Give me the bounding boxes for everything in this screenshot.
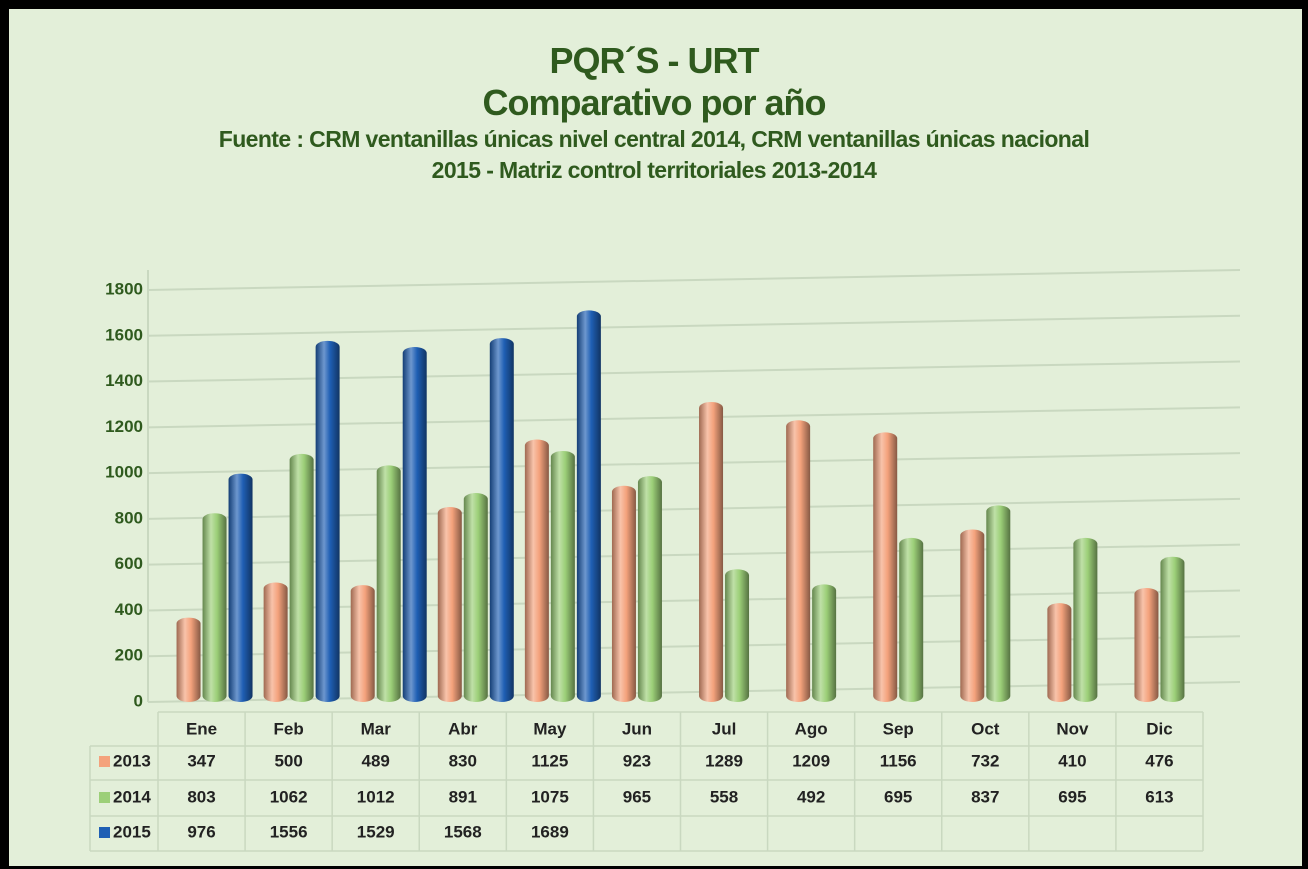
- y-tick-label: 600: [115, 554, 143, 573]
- table-value: 695: [1058, 787, 1086, 806]
- table-value: 1209: [792, 751, 830, 770]
- x-tick-label: Sep: [883, 719, 914, 738]
- bar: [437, 507, 462, 702]
- bar: [986, 505, 1011, 702]
- grid-line: [147, 360, 1241, 383]
- x-tick-label: Nov: [1056, 719, 1089, 738]
- grid-line: [147, 269, 1241, 291]
- chart-title: PQR´S - URT: [549, 40, 760, 81]
- y-tick-label: 400: [115, 600, 143, 619]
- bar: [786, 420, 811, 702]
- bar: [315, 340, 340, 702]
- table-value: 476: [1145, 751, 1173, 770]
- x-tick-label: Ene: [186, 719, 217, 738]
- table-value: 500: [274, 751, 302, 770]
- bar: [1134, 588, 1159, 702]
- table-value: 803: [187, 787, 215, 806]
- table-value: 492: [797, 787, 825, 806]
- bar: [289, 453, 314, 702]
- bar: [402, 347, 427, 702]
- table-value: 965: [623, 787, 651, 806]
- chart-subtitle: 2015 - Matriz control territoriales 2013…: [431, 157, 877, 183]
- x-tick-label: Oct: [971, 719, 1000, 738]
- x-tick-label: Abr: [448, 719, 478, 738]
- bar: [1073, 537, 1098, 702]
- table-value: 976: [187, 822, 215, 841]
- bar: [350, 585, 375, 702]
- bar: [812, 584, 837, 702]
- bar: [899, 537, 924, 702]
- bar: [699, 401, 724, 702]
- chart-title: Comparativo por año: [482, 82, 826, 123]
- table-value: 347: [187, 751, 215, 770]
- bar: [463, 493, 488, 702]
- y-tick-label: 1800: [105, 279, 143, 298]
- bar: [489, 338, 514, 702]
- y-tick-label: 0: [134, 691, 143, 710]
- titles: PQR´S - URT Comparativo por año Fuente :…: [0, 40, 1308, 186]
- bar: [376, 465, 401, 702]
- legend-swatch: [99, 792, 110, 803]
- table-value: 1012: [357, 787, 395, 806]
- x-tick-label: Mar: [361, 719, 392, 738]
- y-tick-label: 200: [115, 646, 143, 665]
- grid-line: [147, 314, 1241, 337]
- bar: [576, 310, 601, 702]
- table-value: 837: [971, 787, 999, 806]
- bar: [725, 569, 750, 702]
- bar: [176, 617, 201, 702]
- x-tick-label: Jun: [622, 719, 652, 738]
- bar: [873, 432, 898, 702]
- table-value: 891: [449, 787, 477, 806]
- table-value: 558: [710, 787, 738, 806]
- table-value: 1062: [270, 787, 308, 806]
- table-value: 1529: [357, 822, 395, 841]
- bar: [960, 529, 985, 702]
- table-value: 1125: [531, 751, 568, 770]
- table-value: 1289: [705, 751, 743, 770]
- y-tick-label: 1200: [105, 417, 143, 436]
- bar: [263, 582, 288, 702]
- table-value: 1689: [531, 822, 569, 841]
- chart-subtitle: Fuente : CRM ventanillas únicas nivel ce…: [218, 126, 1090, 152]
- bar: [550, 450, 575, 702]
- x-tick-label: Feb: [274, 719, 304, 738]
- table-value: 732: [971, 751, 999, 770]
- bar: [611, 485, 636, 702]
- bar: [228, 473, 253, 702]
- legend-swatch: [99, 756, 110, 767]
- table-value: 410: [1058, 751, 1086, 770]
- legend-label: 2015: [113, 822, 151, 841]
- y-tick-label: 1600: [105, 325, 143, 344]
- y-tick-label: 800: [115, 508, 143, 527]
- table-value: 1568: [444, 822, 482, 841]
- table-value: 613: [1145, 787, 1173, 806]
- bar: [637, 476, 662, 702]
- y-tick-label: 1000: [105, 463, 143, 482]
- x-tick-label: Dic: [1146, 719, 1172, 738]
- grid-line: [147, 406, 1241, 429]
- bar: [524, 439, 549, 702]
- bar: [1047, 603, 1072, 702]
- table-value: 830: [449, 751, 477, 770]
- bar: [1160, 556, 1185, 702]
- table-value: 1556: [270, 822, 308, 841]
- legend-label: 2014: [113, 787, 151, 806]
- table-value: 1075: [531, 787, 569, 806]
- table-value: 489: [362, 751, 390, 770]
- bar: [202, 513, 227, 702]
- legend-label: 2013: [113, 751, 151, 770]
- x-tick-label: May: [533, 719, 567, 738]
- x-tick-label: Ago: [795, 719, 828, 738]
- table-value: 923: [623, 751, 651, 770]
- legend-swatch: [99, 827, 110, 838]
- x-tick-label: Jul: [712, 719, 737, 738]
- y-tick-label: 1400: [105, 371, 143, 390]
- table-value: 1156: [880, 751, 917, 770]
- table-value: 695: [884, 787, 912, 806]
